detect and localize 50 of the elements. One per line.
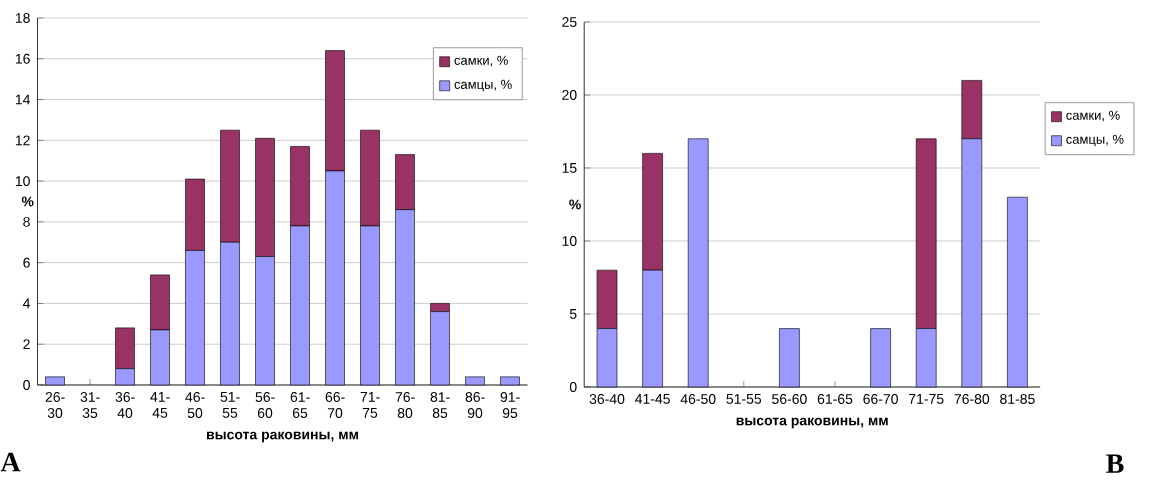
y-tick-label: 18	[15, 13, 30, 23]
x-tick-label: 71-75	[909, 394, 944, 404]
x-tick-label: 61-65	[290, 392, 310, 418]
y-tick-label: 10	[562, 236, 577, 246]
x-tick-label: 76-80	[954, 394, 990, 404]
legend-label: самцы, %	[454, 79, 512, 92]
y-tick-label: 16	[15, 53, 30, 64]
x-tick-label: 66-70	[863, 394, 898, 404]
y-tick-label: 2	[23, 339, 30, 350]
y-tick-label: 8	[23, 216, 30, 227]
x-tick-label: 41-45	[150, 392, 170, 418]
x-tick-label: 51-55	[726, 394, 762, 404]
x-tick-label: 31-35	[80, 392, 100, 418]
x-tick-label: 86-90	[465, 392, 485, 418]
x-tick-label: 26-30	[45, 392, 65, 418]
y-tick-label: 15	[562, 163, 577, 173]
x-tick-label: 36-40	[115, 392, 135, 418]
y-tick-label: 25	[562, 17, 577, 27]
y-tick-label: 0	[569, 382, 577, 392]
x-tick-label: 81-85	[430, 392, 450, 418]
text: B	[1106, 454, 1124, 473]
x-tick-label: 36-40	[589, 394, 625, 404]
legend-label: самки, %	[1066, 110, 1120, 122]
x-tick-label: 66-70	[325, 392, 345, 418]
y-axis-title: %	[569, 199, 581, 210]
legend-label: самцы, %	[1066, 134, 1124, 147]
x-tick-label: 56-60	[255, 392, 275, 418]
y-tick-label: 14	[15, 94, 31, 105]
x-tick-label: 61-65	[817, 394, 853, 404]
x-axis-title: высота раковины, мм	[736, 417, 888, 429]
y-tick-label: 4	[22, 298, 31, 309]
y-axis-title: %	[21, 196, 34, 207]
y-tick-label: 6	[23, 257, 30, 268]
y-tick-label: 10	[15, 176, 30, 187]
y-tick-label: 20	[562, 90, 577, 100]
x-tick-label: 56-60	[772, 394, 807, 404]
y-tick-label: 5	[569, 309, 577, 319]
x-tick-label: 51-55	[220, 392, 240, 418]
x-tick-label: 46-50	[680, 394, 716, 404]
x-tick-label: 81-85	[1000, 394, 1035, 404]
x-tick-label: 41-45	[635, 394, 670, 404]
x-tick-label: 76-80	[395, 392, 415, 418]
x-axis-title: высота раковины, мм	[207, 431, 358, 443]
x-tick-label: 91-95	[500, 392, 520, 418]
y-tick-label: 12	[15, 135, 30, 146]
legend-label: самки, %	[454, 55, 508, 67]
text: A	[0, 452, 21, 472]
x-tick-label: 71-75	[360, 392, 380, 418]
y-tick-label: 0	[23, 380, 30, 390]
x-tick-label: 46-50	[185, 392, 205, 418]
